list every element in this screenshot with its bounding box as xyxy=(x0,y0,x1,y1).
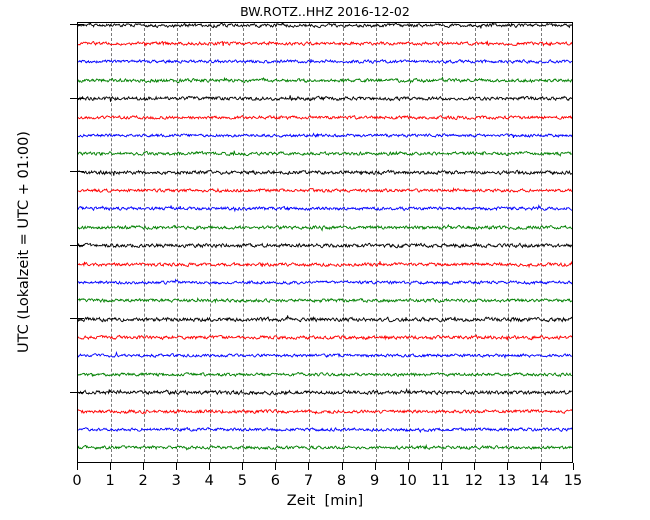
seismic-trace xyxy=(78,241,572,250)
x-axis-tick-label: 0 xyxy=(72,473,82,489)
x-axis-tick-label: 9 xyxy=(369,473,380,489)
x-axis-tick-label: 13 xyxy=(497,473,517,489)
seismic-trace xyxy=(78,296,572,305)
seismic-trace xyxy=(78,388,572,397)
seismic-trace xyxy=(78,94,572,103)
x-axis-tick xyxy=(573,463,574,470)
x-axis-tick-label: 11 xyxy=(431,473,450,489)
x-axis-tick-label: 14 xyxy=(530,473,550,489)
seismic-trace xyxy=(78,260,572,269)
gridline-vertical xyxy=(375,23,377,462)
y-axis-tick xyxy=(70,244,84,246)
seismic-trace xyxy=(78,76,572,85)
x-axis-tick xyxy=(341,463,343,470)
x-axis-tick-label: 15 xyxy=(563,473,583,489)
gridline-vertical xyxy=(243,23,245,462)
gridline-vertical xyxy=(507,23,509,462)
x-axis-tick xyxy=(506,463,508,470)
seismic-trace xyxy=(78,443,572,452)
x-axis-tick-label: 10 xyxy=(398,473,417,489)
seismic-trace xyxy=(78,186,572,195)
x-axis-tick-label: 5 xyxy=(237,473,247,489)
x-axis-tick-label: 8 xyxy=(336,473,347,489)
seismic-trace xyxy=(78,57,572,66)
x-axis-tick xyxy=(242,463,244,470)
gridline-vertical xyxy=(144,23,146,462)
gridline-vertical xyxy=(210,23,212,462)
x-axis-tick xyxy=(374,463,376,470)
y-axis-tick xyxy=(70,318,84,320)
x-axis-tick-label: 4 xyxy=(204,473,214,489)
x-axis-tick-label: 7 xyxy=(303,473,314,489)
gridline-vertical xyxy=(540,23,542,462)
x-axis-tick xyxy=(110,463,112,470)
gridline-vertical xyxy=(441,23,443,462)
x-axis-tick-label: 6 xyxy=(270,473,280,489)
chart-title: BW.ROTZ..HHZ 2016-12-02 xyxy=(240,4,410,19)
gridline-vertical xyxy=(309,23,311,462)
x-axis-tick xyxy=(209,463,211,470)
x-axis-tick-label: 2 xyxy=(138,473,148,489)
seismic-trace xyxy=(78,425,572,434)
seismic-trace xyxy=(78,315,572,324)
seismic-trace xyxy=(78,131,572,140)
seismic-trace xyxy=(78,407,572,416)
x-axis-label: Zeit [min] xyxy=(286,493,364,509)
x-axis-tick xyxy=(440,463,442,470)
y-axis-tick xyxy=(70,391,84,393)
x-axis-tick-label: 3 xyxy=(171,473,181,489)
seismic-trace xyxy=(78,149,572,158)
x-axis-tick-label: 12 xyxy=(464,473,484,489)
x-axis-tick-label: 1 xyxy=(105,473,115,489)
seismic-trace xyxy=(78,39,572,48)
seismic-trace xyxy=(78,22,572,30)
y-axis-label: UTC (Lokalzeit = UTC + 01:00) xyxy=(16,131,32,353)
y-axis-tick xyxy=(70,97,84,99)
gridline-vertical xyxy=(408,23,410,462)
y-axis-tick xyxy=(70,24,84,26)
x-axis-tick xyxy=(407,463,409,470)
seismic-trace xyxy=(78,351,572,360)
gridline-vertical xyxy=(276,23,278,462)
seismic-trace xyxy=(78,223,572,232)
gridline-vertical xyxy=(342,23,344,462)
x-axis-tick xyxy=(473,463,475,470)
gridline-vertical xyxy=(474,23,476,462)
x-axis-tick xyxy=(275,463,277,470)
y-axis-tick xyxy=(70,171,84,173)
gridline-vertical xyxy=(111,23,113,462)
seismic-trace xyxy=(78,168,572,177)
plot-area xyxy=(77,22,573,463)
seismic-trace xyxy=(78,333,572,342)
x-axis-tick xyxy=(308,463,310,470)
gridline-vertical xyxy=(177,23,179,462)
x-axis-tick xyxy=(77,463,78,470)
seismic-trace xyxy=(78,204,572,213)
x-axis-tick xyxy=(176,463,178,470)
gridlines xyxy=(78,23,572,462)
seismic-trace xyxy=(78,278,572,287)
x-axis-tick xyxy=(539,463,541,470)
seismic-trace xyxy=(78,370,572,379)
seismic-trace xyxy=(78,113,572,122)
x-axis-tick xyxy=(143,463,145,470)
trace-layer xyxy=(78,23,572,462)
